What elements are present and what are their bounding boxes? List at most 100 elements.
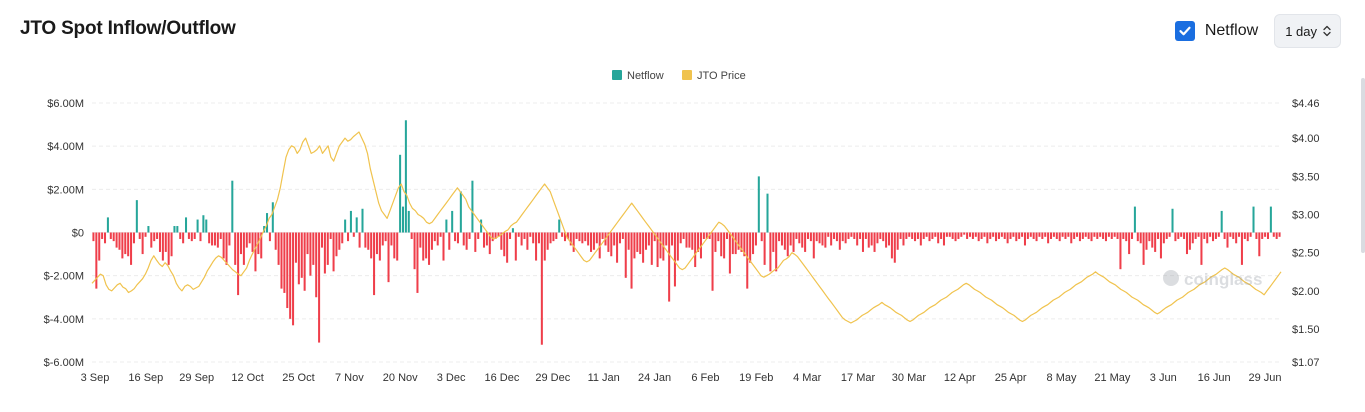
interval-select[interactable]: 1 day — [1274, 14, 1341, 48]
netflow-bar[interactable] — [1197, 232, 1200, 237]
netflow-bar[interactable] — [760, 232, 763, 242]
netflow-bar[interactable] — [361, 208, 364, 233]
netflow-bar[interactable] — [193, 232, 196, 239]
netflow-bar[interactable] — [671, 232, 674, 246]
netflow-bar[interactable] — [480, 219, 483, 233]
netflow-bar[interactable] — [1249, 232, 1252, 237]
netflow-bar[interactable] — [1012, 232, 1015, 237]
netflow-bar[interactable] — [682, 232, 685, 239]
netflow-bar[interactable] — [613, 232, 616, 246]
netflow-bar[interactable] — [124, 232, 127, 255]
netflow-bar[interactable] — [725, 232, 729, 239]
netflow-bar[interactable] — [940, 232, 943, 239]
netflow-bar[interactable] — [373, 232, 376, 296]
netflow-bar[interactable] — [827, 232, 830, 237]
netflow-bar[interactable] — [992, 232, 995, 237]
netflow-bar[interactable] — [757, 176, 760, 233]
netflow-bar[interactable] — [309, 232, 312, 276]
netflow-bar[interactable] — [624, 232, 627, 278]
netflow-bar[interactable] — [462, 232, 465, 246]
netflow-bar[interactable] — [404, 120, 407, 233]
netflow-bar[interactable] — [199, 232, 202, 242]
netflow-bar[interactable] — [668, 232, 671, 302]
netflow-bar[interactable] — [601, 232, 604, 239]
netflow-bar[interactable] — [691, 232, 694, 250]
netflow-bar[interactable] — [916, 232, 919, 239]
netflow-bar[interactable] — [734, 232, 737, 255]
netflow-bar[interactable] — [945, 232, 948, 237]
netflow-bar[interactable] — [1032, 232, 1035, 239]
netflow-bar[interactable] — [919, 232, 922, 246]
netflow-bar[interactable] — [928, 232, 931, 242]
netflow-bar[interactable] — [966, 232, 969, 239]
netflow-bar[interactable] — [332, 232, 335, 272]
netflow-bar[interactable] — [688, 232, 691, 248]
netflow-bar[interactable] — [135, 200, 138, 233]
netflow-bar[interactable] — [315, 232, 318, 298]
netflow-bar[interactable] — [1171, 208, 1174, 233]
netflow-bar[interactable] — [1047, 232, 1050, 244]
netflow-bar[interactable] — [1122, 232, 1125, 239]
price-line[interactable] — [91, 131, 1282, 324]
netflow-bar[interactable] — [410, 232, 413, 239]
netflow-bar[interactable] — [804, 232, 807, 252]
netflow-bar[interactable] — [185, 217, 188, 233]
netflow-bar[interactable] — [575, 232, 578, 239]
netflow-bar[interactable] — [294, 232, 297, 263]
netflow-bar[interactable] — [1243, 232, 1246, 239]
netflow-bar[interactable] — [1139, 232, 1142, 244]
netflow-bar[interactable] — [509, 232, 512, 239]
netflow-bar[interactable] — [471, 180, 474, 233]
netflow-bar[interactable] — [561, 232, 564, 237]
netflow-bar[interactable] — [812, 232, 815, 259]
netflow-bar[interactable] — [997, 232, 1000, 239]
netflow-bar[interactable] — [618, 232, 621, 244]
netflow-bar[interactable] — [1214, 232, 1217, 239]
netflow-bar[interactable] — [1128, 232, 1131, 255]
netflow-bar[interactable] — [425, 232, 428, 259]
netflow-bar[interactable] — [517, 232, 520, 237]
netflow-bar[interactable] — [239, 232, 242, 255]
netflow-bar[interactable] — [1133, 206, 1136, 233]
netflow-bar[interactable] — [948, 232, 951, 237]
netflow-bar[interactable] — [106, 217, 109, 233]
netflow-bar[interactable] — [1232, 232, 1235, 239]
netflow-bar[interactable] — [838, 232, 841, 250]
netflow-bar[interactable] — [746, 232, 749, 289]
netflow-bar[interactable] — [537, 232, 540, 244]
netflow-bar[interactable] — [653, 232, 656, 242]
netflow-bar[interactable] — [1226, 232, 1229, 248]
netflow-bar[interactable] — [170, 232, 173, 257]
legend-label-price[interactable]: JTO Price — [697, 70, 746, 82]
netflow-bar[interactable] — [1200, 232, 1203, 265]
netflow-bar[interactable] — [364, 232, 367, 248]
legend-label-netflow[interactable]: Netflow — [627, 70, 664, 82]
netflow-bar[interactable] — [205, 219, 208, 233]
netflow-bar[interactable] — [179, 232, 182, 239]
netflow-bar[interactable] — [572, 232, 575, 252]
netflow-bar[interactable] — [1269, 206, 1272, 233]
netflow-bar[interactable] — [1119, 232, 1122, 270]
netflow-bar[interactable] — [775, 232, 778, 272]
netflow-bar[interactable] — [702, 232, 705, 239]
netflow-bar[interactable] — [292, 232, 295, 326]
netflow-bar[interactable] — [931, 232, 934, 239]
netflow-bar[interactable] — [644, 232, 648, 250]
netflow-bar[interactable] — [960, 232, 963, 237]
netflow-bar[interactable] — [809, 232, 812, 242]
netflow-bar[interactable] — [957, 232, 960, 239]
netflow-bar[interactable] — [1136, 232, 1139, 242]
netflow-bar[interactable] — [208, 232, 211, 244]
netflow-bar[interactable] — [925, 232, 928, 237]
netflow-bar[interactable] — [558, 219, 561, 233]
netflow-bar[interactable] — [303, 232, 306, 291]
netflow-bar[interactable] — [112, 232, 115, 242]
netflow-bar[interactable] — [590, 232, 593, 252]
netflow-bar[interactable] — [98, 232, 101, 261]
netflow-bar[interactable] — [456, 232, 459, 244]
netflow-bar[interactable] — [887, 232, 891, 246]
netflow-bar[interactable] — [1148, 232, 1151, 242]
netflow-bar[interactable] — [1258, 232, 1261, 257]
netflow-bar[interactable] — [911, 232, 914, 239]
netflow-bar[interactable] — [1084, 232, 1087, 237]
